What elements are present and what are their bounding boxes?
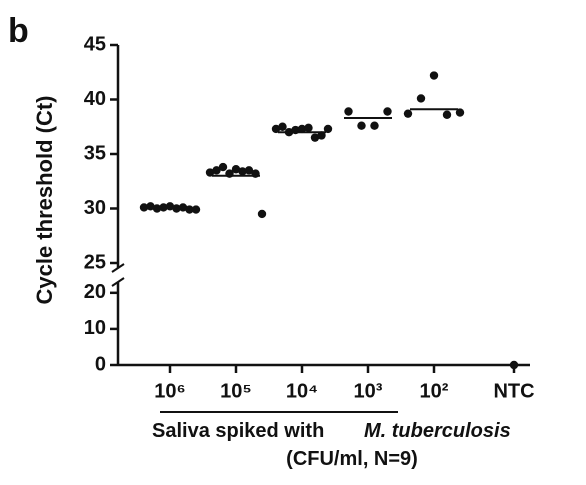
data-point bbox=[403, 109, 413, 118]
data-point bbox=[370, 121, 379, 130]
data-point bbox=[205, 168, 215, 177]
data-point bbox=[357, 121, 366, 130]
data-point bbox=[323, 124, 333, 134]
data-point bbox=[310, 133, 320, 142]
data-point bbox=[304, 123, 313, 133]
x-tick-label: 10⁵ bbox=[220, 380, 252, 402]
y-tick-label: 10 bbox=[84, 317, 106, 339]
y-tick-label: 40 bbox=[84, 88, 106, 110]
data-point bbox=[344, 107, 353, 116]
x-tick-label: 10⁶ bbox=[154, 380, 185, 402]
data-point bbox=[271, 124, 281, 134]
data-point bbox=[509, 360, 519, 370]
axis-break bbox=[111, 263, 125, 273]
data-point bbox=[442, 110, 452, 119]
data-point bbox=[191, 205, 201, 214]
data-point bbox=[317, 131, 326, 140]
data-point bbox=[212, 166, 221, 175]
x-label-italic: M. tuberculosis bbox=[364, 420, 511, 442]
data-point bbox=[244, 166, 254, 175]
y-tick-label: 20 bbox=[84, 281, 106, 303]
y-tick-label: 35 bbox=[84, 142, 106, 164]
x-tick-label: NTC bbox=[493, 380, 534, 402]
data-point bbox=[231, 165, 241, 174]
axis-break bbox=[111, 277, 125, 287]
data-point bbox=[159, 203, 168, 212]
y-axis-label: Cycle threshold (Ct) bbox=[32, 95, 57, 304]
x-tick-label: 10³ bbox=[354, 380, 383, 402]
x-label: Saliva spiked with bbox=[152, 420, 324, 442]
data-point bbox=[139, 203, 149, 212]
data-point bbox=[416, 94, 426, 103]
y-tick-label: 0 bbox=[95, 353, 106, 375]
y-tick-label: 25 bbox=[84, 251, 106, 273]
data-point bbox=[178, 203, 188, 212]
data-point bbox=[278, 122, 287, 131]
x-tick-label: 10² bbox=[420, 380, 449, 402]
x-label-units: (CFU/ml, N=9) bbox=[286, 448, 418, 470]
y-tick-label: 30 bbox=[84, 197, 106, 219]
data-point bbox=[429, 71, 439, 80]
data-point bbox=[383, 107, 392, 116]
data-point bbox=[297, 124, 307, 134]
x-tick-label: 10⁴ bbox=[286, 380, 318, 402]
data-point bbox=[218, 162, 228, 172]
data-point bbox=[185, 205, 194, 214]
y-tick-label: 45 bbox=[84, 33, 106, 55]
data-point bbox=[238, 167, 247, 176]
data-point bbox=[455, 108, 465, 117]
panel-label: b bbox=[8, 12, 29, 50]
data-point bbox=[257, 209, 267, 219]
